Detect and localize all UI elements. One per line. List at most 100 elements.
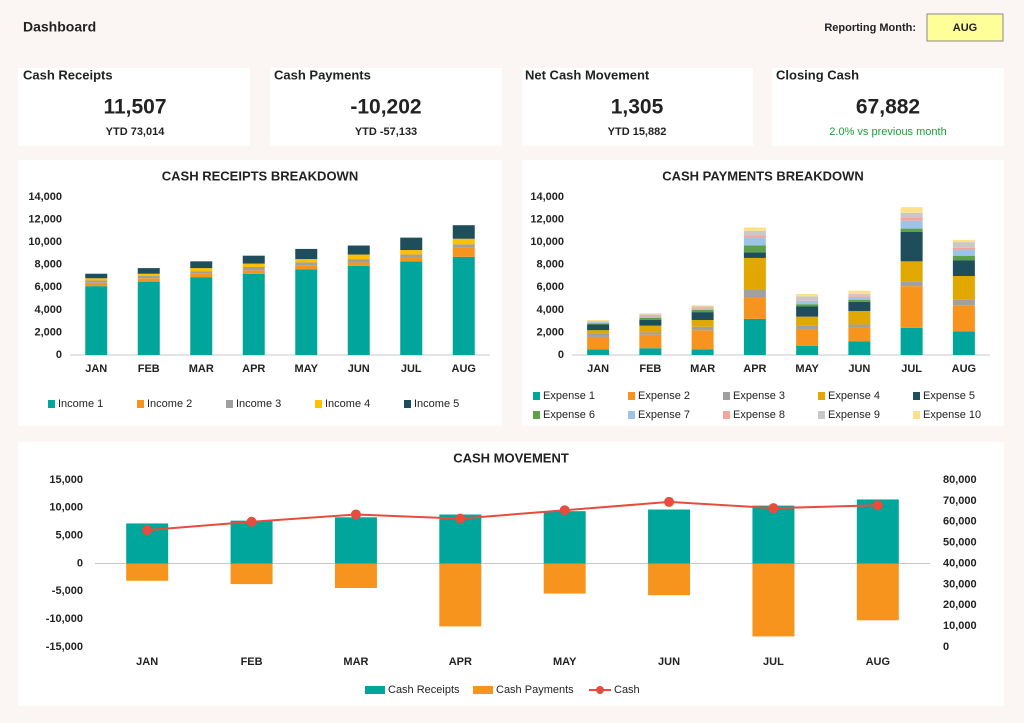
chart-title: CASH PAYMENTS BREAKDOWN [662,168,864,183]
bar [848,290,871,295]
bar [347,259,370,263]
bar [85,286,108,355]
legend-label: Income 5 [414,398,459,410]
bar [952,239,975,243]
bar [952,331,975,355]
bar [743,237,766,246]
bar [295,262,318,266]
legend-swatch [404,400,411,408]
bar [691,326,714,331]
bar [190,268,213,272]
kpi-title: Cash Payments [274,67,371,82]
bar [848,296,871,298]
bar [639,334,662,349]
bar [691,307,714,309]
bar [639,348,662,355]
legend-label: Expense 4 [828,390,880,402]
bar [347,265,370,355]
y-tick-label: 10,000 [530,236,564,248]
y2-tick-label: 20,000 [943,599,977,611]
bar [796,325,819,330]
bar [400,257,423,262]
x-tick-label: JUN [658,656,680,668]
kpi-ytd: YTD 73,014 [106,126,166,138]
x-tick-label: FEB [639,363,661,375]
legend-label: Expense 2 [638,390,690,402]
reporting-month[interactable]: AUG [953,22,977,34]
y-tick-label: 12,000 [28,213,62,225]
bar [900,231,923,262]
y2-tick-label: 50,000 [943,537,977,549]
bar [900,207,923,213]
bar [137,276,160,279]
bar [400,261,423,355]
bar [691,330,714,350]
x-tick-label: MAR [343,656,368,668]
y2-tick-label: 30,000 [943,578,977,590]
bar [796,294,819,297]
legend-label: Expense 8 [733,409,785,421]
bar [639,320,662,326]
bar [85,280,108,283]
bar [796,329,819,346]
bar [126,563,169,581]
reporting-month-box[interactable] [926,13,1004,42]
kpi-title: Closing Cash [776,67,859,82]
y-tick-label: 2,000 [536,326,564,338]
y-tick-label: -10,000 [46,613,83,625]
bar [230,563,273,585]
point [142,525,153,536]
bar [242,255,265,264]
kpi-title: Cash Receipts [23,67,113,82]
legend-label: Income 3 [236,398,281,410]
x-tick-label: APR [449,656,472,668]
bar [848,297,871,300]
legend-swatch [913,411,920,419]
point [455,513,466,524]
y2-tick-label: 10,000 [943,620,977,632]
chart-card [18,442,1004,706]
bar [796,345,819,355]
bar [743,227,766,231]
bar [334,517,377,564]
legend-swatch [628,392,635,400]
x-tick-label: MAR [690,363,715,375]
kpi-title: Net Cash Movement [525,67,650,82]
bar [587,324,610,331]
bar [796,306,819,317]
legend-label: Cash [614,684,640,696]
y-tick-label: 8,000 [34,259,62,271]
bar [400,250,423,255]
y-tick-label: 15,000 [49,474,83,486]
bar [796,304,819,307]
bar [900,212,923,218]
legend-swatch [473,686,493,694]
bar [900,217,923,221]
y2-tick-label: 60,000 [943,516,977,528]
x-tick-label: JUN [848,363,870,375]
bar [295,248,318,260]
x-tick-label: FEB [241,656,263,668]
bar [137,281,160,355]
bar [691,306,714,308]
bar [347,254,370,260]
bar [85,282,108,287]
bar [848,299,871,302]
bar [952,305,975,332]
legend-swatch [365,686,385,694]
legend-label: Expense 9 [828,409,880,421]
bar [796,301,819,305]
bar [639,332,662,335]
legend-swatch [315,400,322,408]
x-tick-label: AUG [866,656,890,668]
bar [587,323,610,325]
y-tick-label: 6,000 [536,281,564,293]
bar [85,273,108,279]
point [768,503,779,514]
legend-swatch [818,392,825,400]
bar [190,277,213,355]
bar [452,238,475,245]
page-title: Dashboard [23,19,96,35]
x-tick-label: MAY [795,363,819,375]
